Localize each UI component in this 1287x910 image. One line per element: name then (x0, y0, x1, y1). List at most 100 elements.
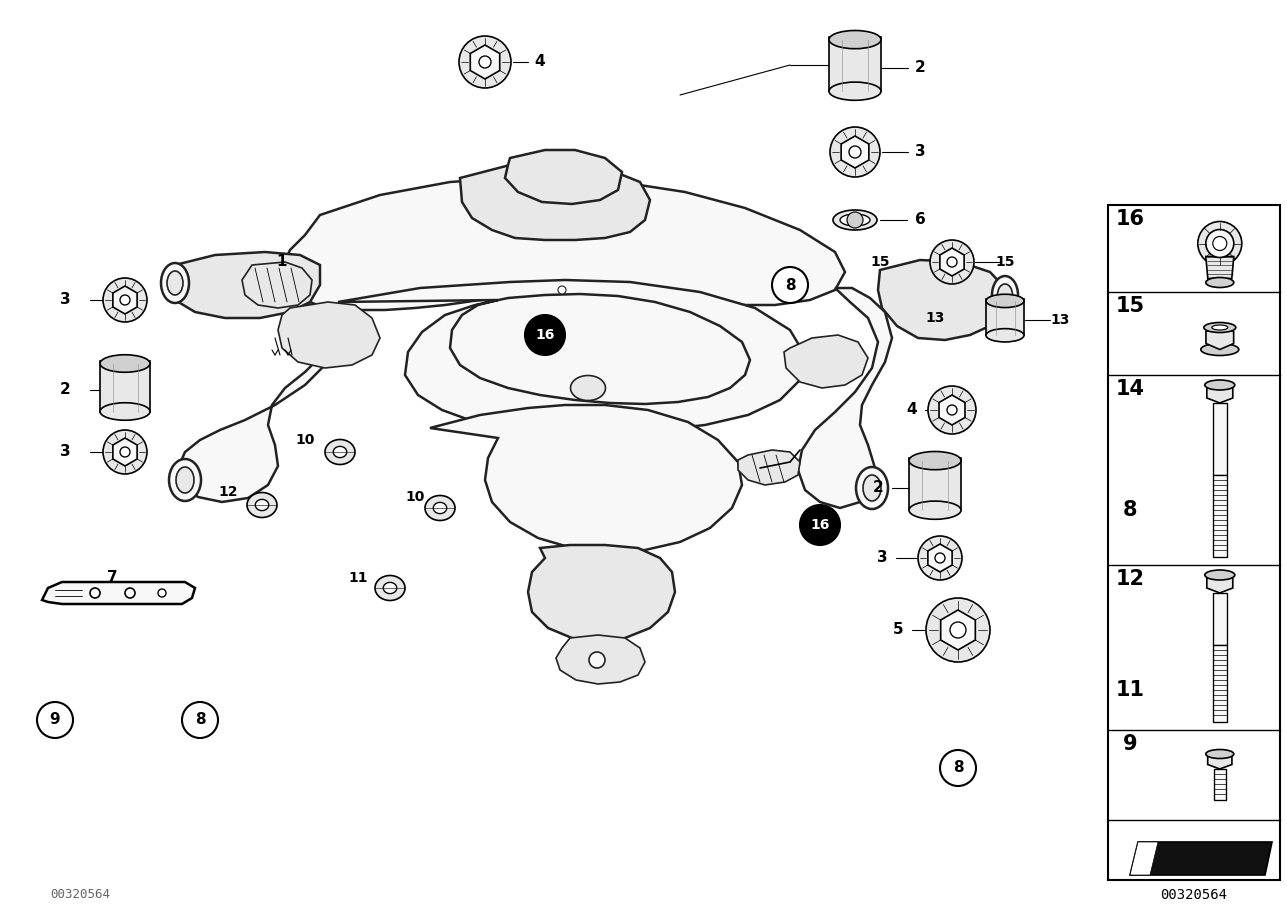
Ellipse shape (100, 355, 151, 372)
Polygon shape (1206, 257, 1234, 278)
Circle shape (928, 386, 976, 434)
Text: 16: 16 (811, 518, 830, 532)
Ellipse shape (333, 447, 346, 458)
Text: 7: 7 (107, 571, 117, 585)
Polygon shape (113, 286, 138, 314)
Polygon shape (278, 302, 380, 368)
Text: 4: 4 (534, 55, 546, 69)
Circle shape (125, 588, 135, 598)
Circle shape (947, 405, 958, 415)
Ellipse shape (326, 440, 355, 464)
Text: 10: 10 (405, 490, 425, 504)
Polygon shape (784, 335, 867, 388)
Circle shape (525, 315, 565, 355)
Polygon shape (1214, 769, 1225, 800)
Polygon shape (282, 178, 846, 310)
Ellipse shape (570, 376, 605, 400)
Text: 14: 14 (1116, 379, 1144, 399)
Circle shape (849, 146, 861, 158)
Circle shape (90, 588, 100, 598)
Ellipse shape (1205, 380, 1234, 390)
Polygon shape (459, 160, 650, 240)
Text: 5: 5 (893, 622, 903, 638)
Circle shape (847, 212, 864, 228)
Bar (1108, 205, 1281, 880)
Circle shape (479, 56, 492, 68)
Bar (100, 361, 151, 411)
Polygon shape (940, 248, 964, 276)
Text: 8: 8 (194, 713, 206, 727)
Circle shape (931, 240, 974, 284)
Text: 16: 16 (535, 328, 555, 342)
Polygon shape (1207, 573, 1233, 593)
Bar (909, 458, 961, 511)
Polygon shape (430, 405, 743, 552)
Ellipse shape (167, 271, 183, 295)
Ellipse shape (1206, 278, 1234, 288)
Circle shape (1206, 229, 1234, 258)
Polygon shape (505, 150, 622, 204)
Text: 8: 8 (785, 278, 795, 292)
Ellipse shape (169, 459, 201, 501)
Ellipse shape (829, 82, 882, 100)
Ellipse shape (255, 500, 269, 511)
Ellipse shape (829, 31, 882, 49)
Text: 00320564: 00320564 (1161, 888, 1228, 902)
Polygon shape (1212, 593, 1227, 645)
Polygon shape (941, 610, 976, 650)
Ellipse shape (1206, 750, 1234, 759)
Circle shape (918, 536, 961, 580)
Text: 8: 8 (1122, 500, 1138, 520)
Circle shape (1212, 237, 1227, 250)
Text: 13: 13 (925, 311, 945, 325)
Circle shape (950, 622, 967, 638)
Text: 2: 2 (915, 60, 925, 76)
Circle shape (940, 750, 976, 786)
Text: 11: 11 (349, 571, 368, 585)
Ellipse shape (425, 496, 456, 521)
Circle shape (37, 702, 73, 738)
Polygon shape (928, 544, 952, 572)
Text: 2: 2 (59, 382, 71, 398)
Ellipse shape (909, 451, 961, 470)
Text: 15: 15 (1116, 296, 1144, 316)
Text: 15: 15 (995, 255, 1014, 269)
Ellipse shape (986, 329, 1024, 342)
Text: 3: 3 (59, 292, 71, 308)
Text: 3: 3 (876, 551, 887, 565)
Ellipse shape (833, 210, 876, 230)
Circle shape (120, 295, 130, 305)
Text: 4: 4 (906, 402, 918, 418)
Polygon shape (1212, 475, 1227, 557)
Polygon shape (242, 262, 311, 308)
Circle shape (120, 447, 130, 457)
Text: 3: 3 (915, 145, 925, 159)
Bar (829, 37, 882, 91)
Circle shape (1198, 221, 1242, 266)
Ellipse shape (247, 492, 277, 518)
Circle shape (772, 267, 808, 303)
Text: 9: 9 (50, 713, 60, 727)
Ellipse shape (840, 214, 870, 226)
Ellipse shape (864, 475, 882, 501)
Ellipse shape (992, 276, 1018, 314)
Polygon shape (1212, 645, 1227, 722)
Ellipse shape (1201, 343, 1239, 356)
Ellipse shape (161, 263, 189, 303)
Text: 3: 3 (59, 444, 71, 460)
Ellipse shape (176, 467, 194, 493)
Ellipse shape (1212, 325, 1228, 330)
Polygon shape (1207, 751, 1232, 769)
Text: 11: 11 (1116, 680, 1144, 700)
Polygon shape (1212, 403, 1227, 475)
Polygon shape (470, 45, 499, 79)
Ellipse shape (986, 294, 1024, 308)
Polygon shape (842, 136, 869, 168)
Circle shape (181, 702, 218, 738)
Polygon shape (1206, 326, 1234, 349)
Circle shape (934, 553, 945, 563)
Text: 1: 1 (277, 255, 287, 269)
Polygon shape (940, 395, 965, 425)
Ellipse shape (1205, 570, 1234, 580)
Text: 13: 13 (1050, 313, 1069, 327)
